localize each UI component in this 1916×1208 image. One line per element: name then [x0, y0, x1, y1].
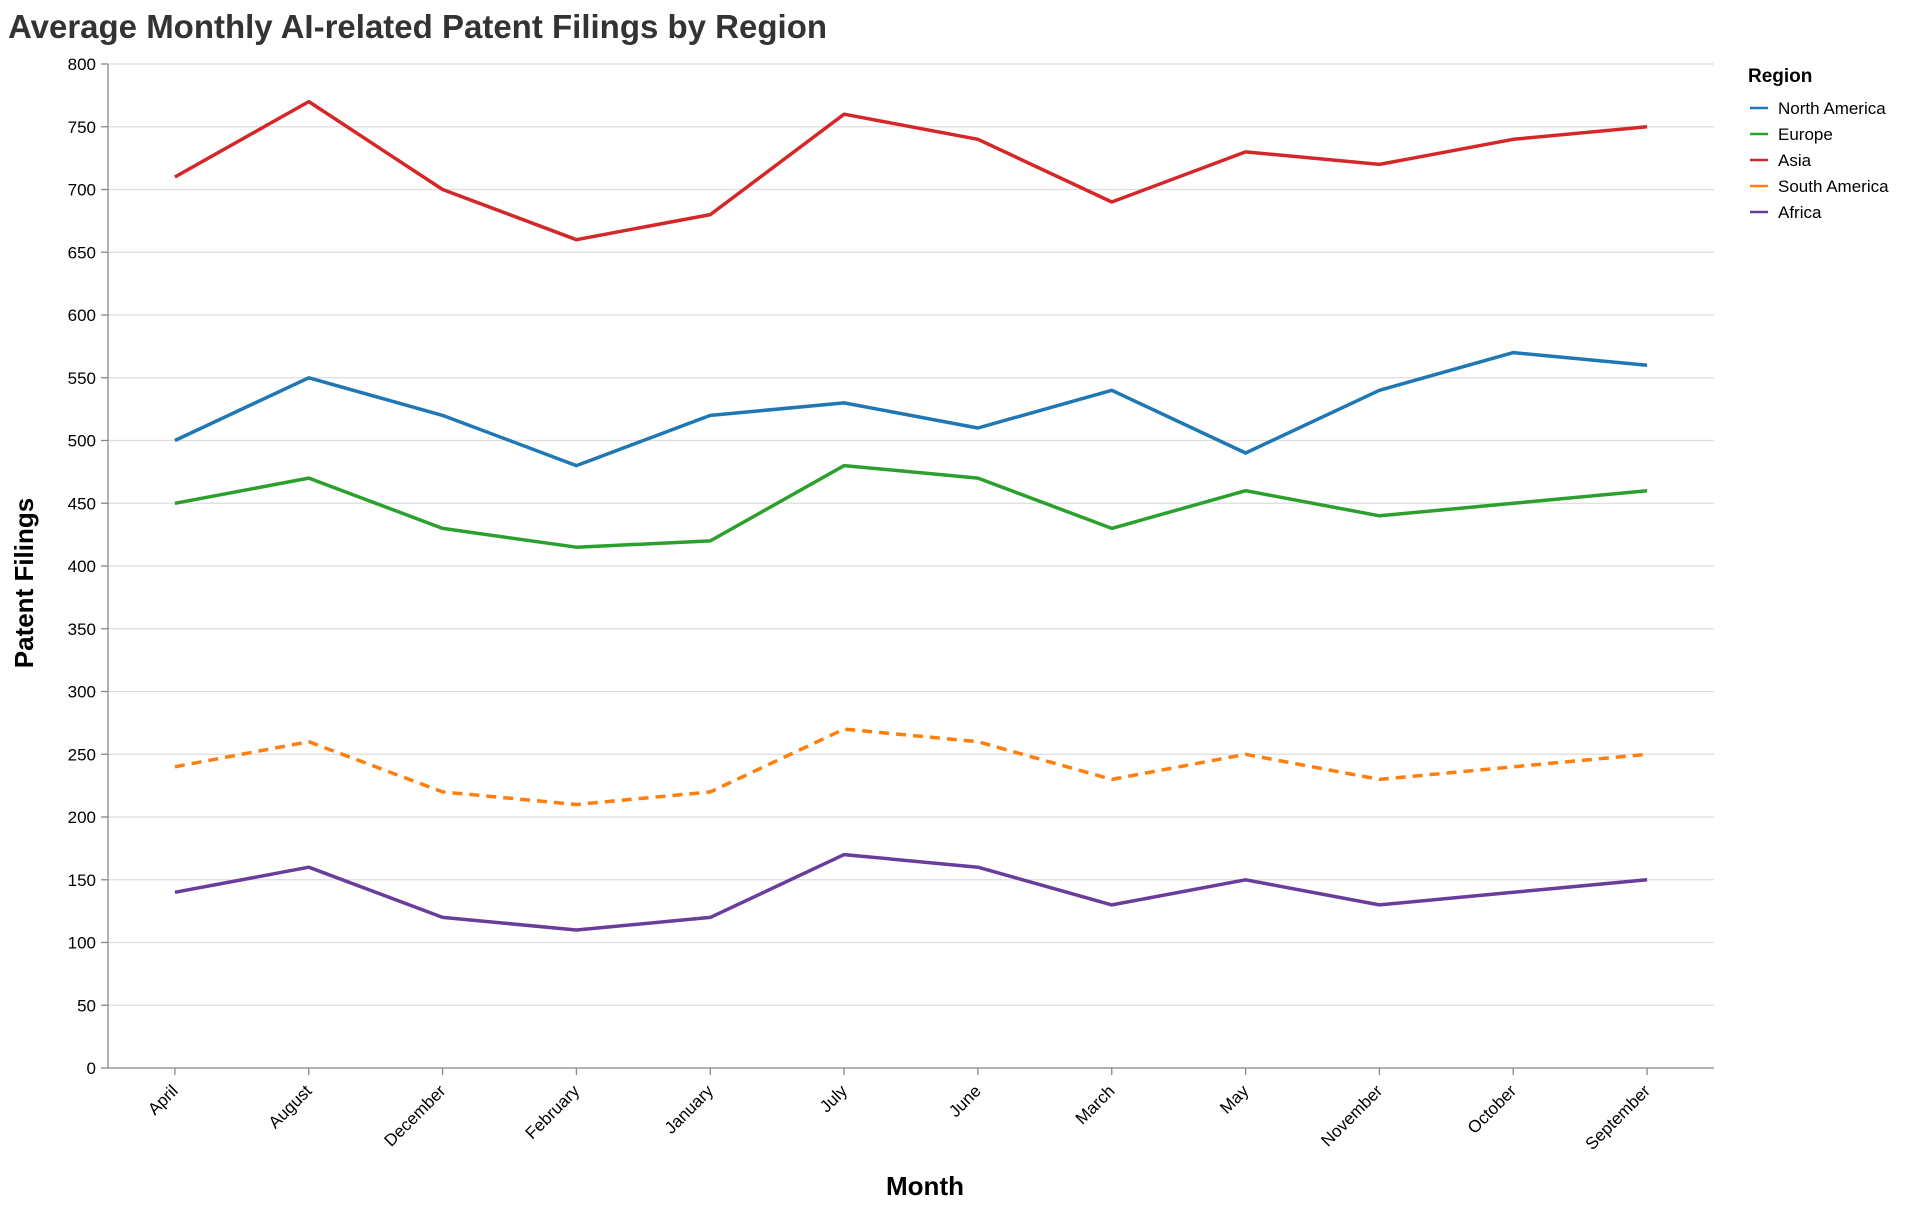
legend-item: Europe [1750, 125, 1833, 144]
legend-items: North America Europe Asia South America Afri… [1750, 99, 1889, 222]
y-tick-label: 150 [68, 871, 96, 890]
y-axis: 0 50 100 150 200 250 300 350 400 450 500 550 600 650 7… [68, 55, 109, 1078]
legend-item: Africa [1750, 203, 1822, 222]
x-tick-label: May [1216, 1081, 1252, 1117]
y-tick-label: 500 [68, 432, 96, 451]
legend-label: Asia [1778, 151, 1812, 170]
y-tick-label: 50 [77, 996, 96, 1015]
y-tick-label: 750 [68, 118, 96, 137]
series-line-europe [174, 463, 1648, 549]
y-tick-label: 450 [68, 494, 96, 513]
legend-label: Africa [1778, 203, 1822, 222]
x-tick-label: August [265, 1081, 316, 1132]
series-line-africa [174, 852, 1648, 932]
x-tick-label: January [661, 1081, 718, 1138]
x-tick-label: July [816, 1081, 851, 1116]
y-tick-label: 250 [68, 745, 96, 764]
x-tick-label: April [144, 1081, 181, 1118]
grid [108, 63, 1714, 1069]
x-tick-label: October [1464, 1081, 1520, 1137]
chart-title: Average Monthly AI-related Patent Filing… [8, 8, 827, 45]
legend-title: Region [1748, 66, 1812, 87]
legend-label: South America [1778, 177, 1889, 196]
legend-item: North America [1750, 99, 1886, 118]
series-lines [174, 99, 1648, 932]
y-tick-label: 300 [68, 683, 96, 702]
y-axis-title: Patent Filings [9, 498, 39, 668]
x-tick-label: November [1317, 1081, 1386, 1150]
x-tick-label: December [381, 1081, 450, 1150]
y-tick-label: 400 [68, 557, 96, 576]
x-axis-title: Month [886, 1171, 964, 1201]
legend-label: Europe [1778, 125, 1833, 144]
x-axis: April August December February January July Ju… [108, 1067, 1714, 1154]
y-tick-label: 650 [68, 243, 96, 262]
y-tick-label: 0 [87, 1059, 96, 1078]
y-tick-label: 350 [68, 620, 96, 639]
legend: Region North America Europe Asia South Amer… [1748, 66, 1889, 222]
x-tick-label: June [945, 1081, 985, 1121]
legend-item: Asia [1750, 151, 1812, 170]
legend-item: South America [1750, 177, 1889, 196]
x-tick-label: September [1582, 1081, 1654, 1153]
series-line-asia [174, 99, 1648, 242]
series-line-south-america [174, 727, 1648, 807]
y-tick-label: 550 [68, 369, 96, 388]
x-tick-label: February [522, 1081, 584, 1143]
y-tick-label: 200 [68, 808, 96, 827]
y-tick-label: 600 [68, 306, 96, 325]
legend-label: North America [1778, 99, 1886, 118]
x-tick-label: March [1072, 1081, 1119, 1128]
series-line-north-america [174, 350, 1648, 468]
y-tick-label: 100 [68, 934, 96, 953]
y-tick-label: 800 [68, 55, 96, 74]
y-tick-label: 700 [68, 181, 96, 200]
